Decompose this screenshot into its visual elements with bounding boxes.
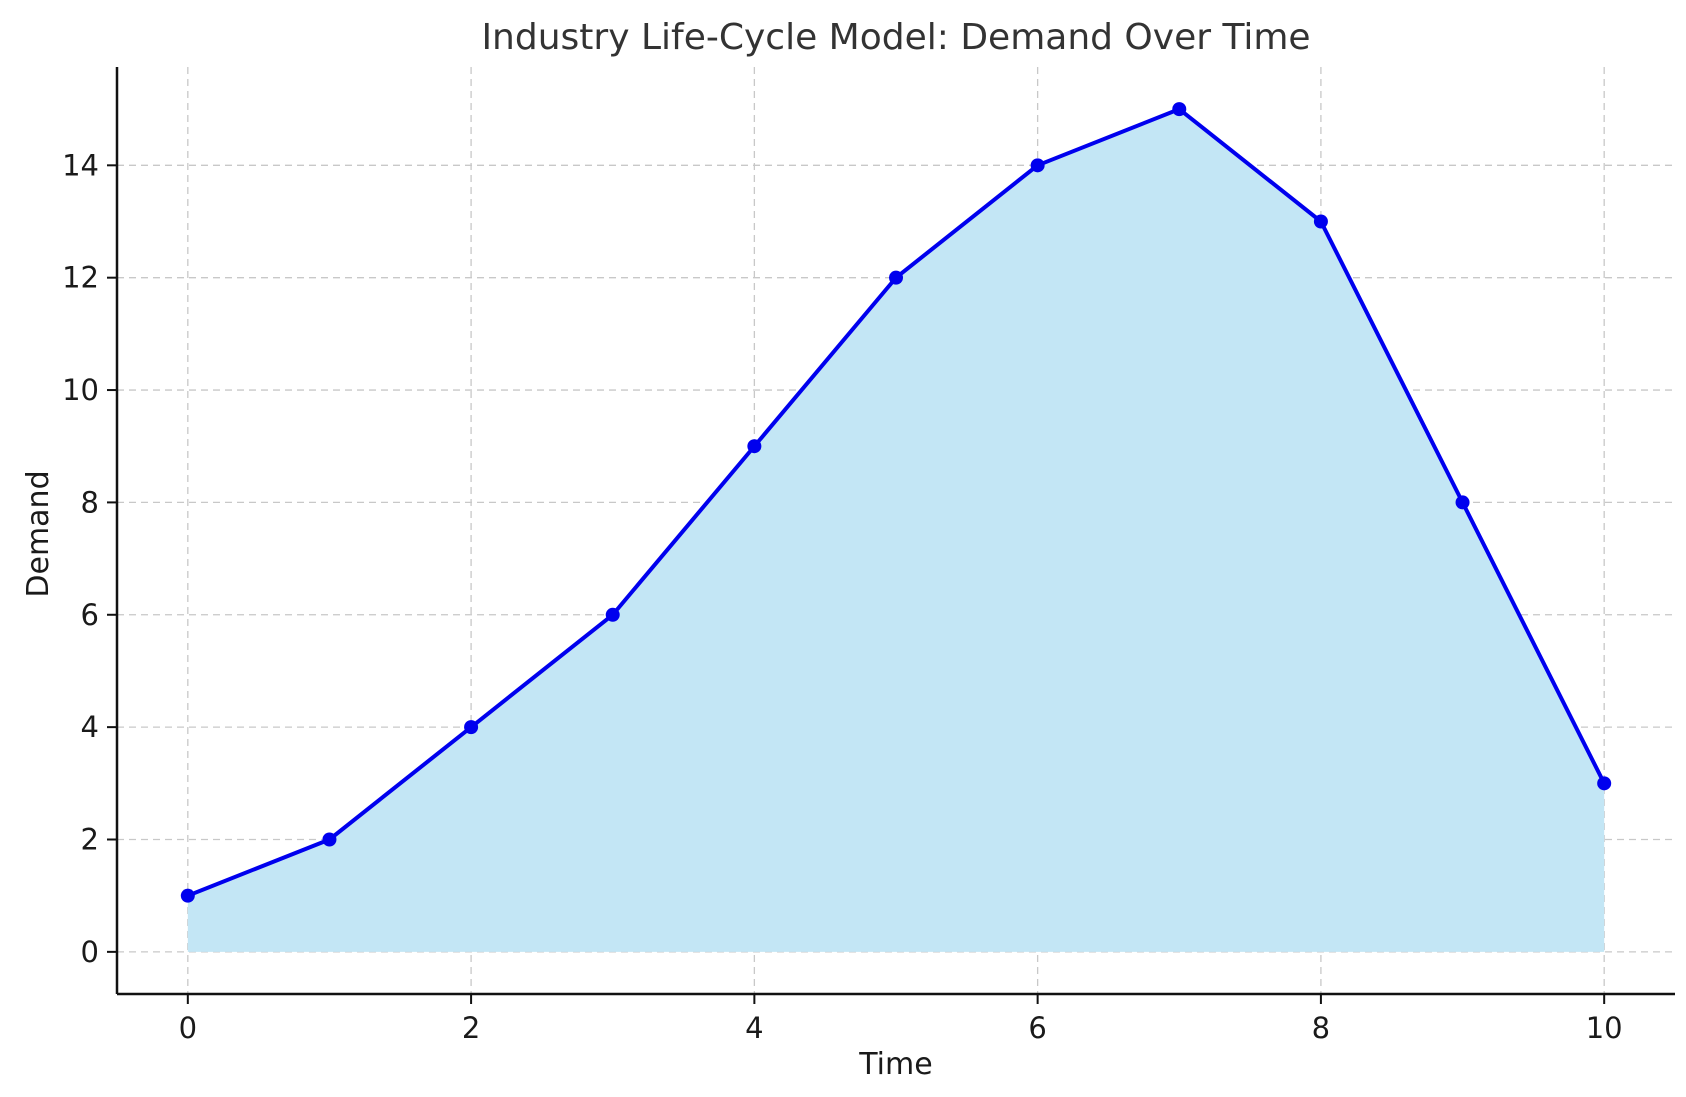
axes bbox=[107, 67, 1675, 1004]
data-point-0 bbox=[180, 888, 195, 903]
x-tick-label-0: 0 bbox=[179, 1011, 197, 1045]
y-tick-label-2: 2 bbox=[81, 823, 99, 857]
y-tick-label-4: 4 bbox=[81, 710, 99, 744]
x-tick-label-10: 10 bbox=[1586, 1011, 1623, 1045]
area-fill-layer bbox=[187, 109, 1605, 952]
data-point-5 bbox=[889, 270, 903, 285]
x-tick-label-6: 6 bbox=[1028, 1011, 1046, 1045]
x-tick-label-4: 4 bbox=[745, 1011, 763, 1045]
data-point-10 bbox=[1597, 776, 1612, 791]
data-point-9 bbox=[1455, 495, 1470, 510]
x-tick-label-8: 8 bbox=[1312, 1011, 1330, 1045]
y-tick-label-0: 0 bbox=[81, 935, 99, 969]
data-points-layer bbox=[180, 102, 1612, 903]
data-point-3 bbox=[605, 607, 620, 622]
data-point-4 bbox=[747, 439, 762, 454]
data-point-1 bbox=[322, 832, 337, 847]
x-tick-label-2: 2 bbox=[462, 1011, 480, 1045]
y-axis-label: Demand bbox=[21, 470, 56, 597]
data-point-6 bbox=[1030, 158, 1045, 173]
data-point-2 bbox=[464, 720, 479, 735]
x-axis-label: Time bbox=[858, 1047, 932, 1082]
chart-title: Industry Life-Cycle Model: Demand Over T… bbox=[481, 17, 1310, 58]
demand-area-fill bbox=[187, 109, 1605, 952]
tick-labels: 0 2 4 6 8 10 0 2 4 6 8 10 12 14 bbox=[62, 148, 1623, 1045]
y-tick-label-6: 6 bbox=[81, 598, 99, 632]
y-tick-label-8: 8 bbox=[81, 485, 99, 519]
y-tick-label-14: 14 bbox=[62, 148, 99, 182]
data-point-7 bbox=[1172, 102, 1187, 117]
y-tick-label-12: 12 bbox=[62, 261, 99, 295]
y-tick-label-10: 10 bbox=[62, 373, 99, 407]
data-point-8 bbox=[1313, 214, 1328, 229]
